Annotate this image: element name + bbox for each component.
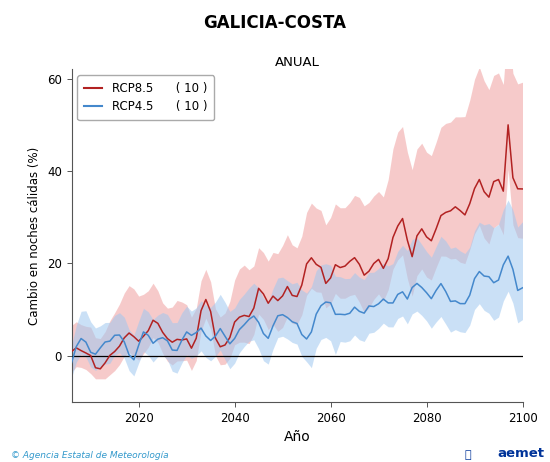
Text: © Agencia Estatal de Meteorología: © Agencia Estatal de Meteorología (11, 451, 169, 460)
Text: 🦅: 🦅 (465, 450, 471, 460)
Text: aemet: aemet (498, 447, 544, 460)
Y-axis label: Cambio en noches cálidas (%): Cambio en noches cálidas (%) (29, 146, 41, 325)
X-axis label: Año: Año (284, 430, 310, 444)
Title: ANUAL: ANUAL (274, 56, 320, 69)
Text: GALICIA-COSTA: GALICIA-COSTA (204, 14, 346, 32)
Legend: RCP8.5      ( 10 ), RCP4.5      ( 10 ): RCP8.5 ( 10 ), RCP4.5 ( 10 ) (78, 75, 214, 120)
